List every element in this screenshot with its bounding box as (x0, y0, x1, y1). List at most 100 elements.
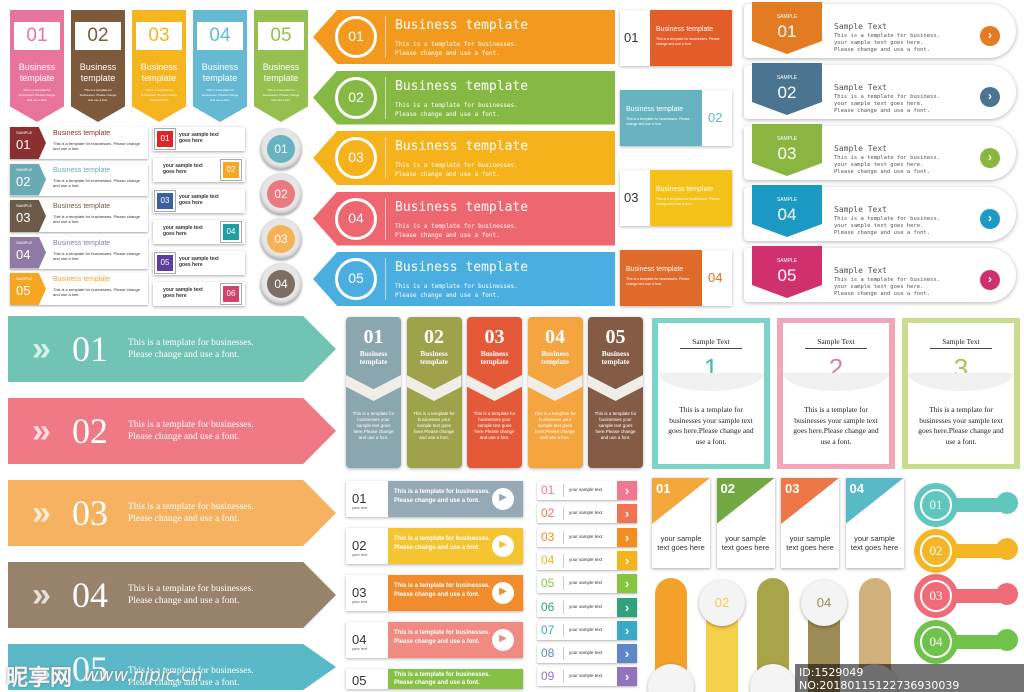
speech-box-2[interactable]: 02 Business template This is a template fo… (620, 90, 732, 146)
big-arrow-1[interactable]: » 01 This is a template for businesses. Ple… (8, 316, 336, 382)
speech-box-1[interactable]: 01 Business template This is a template fo… (620, 10, 732, 66)
num-list-arrow[interactable]: › (617, 550, 637, 570)
num-card-3[interactable]: 03 your sample text goes here (781, 478, 839, 568)
num-list-item-6[interactable]: 06 your sample text › (537, 597, 637, 617)
right-panel-3[interactable]: SAMPLE 03 Sample Text This is a template fo… (744, 124, 1016, 180)
num-list-arrow[interactable]: › (617, 481, 637, 500)
big-arrow-2[interactable]: » 02 This is a template for businesses. Ple… (8, 398, 336, 464)
top-tab-2[interactable]: 02 Business template This is a template fo… (71, 10, 125, 122)
chevron-right-icon: › (624, 483, 630, 498)
sample-card-1[interactable]: Sample Text 1 This is a template for busin… (652, 318, 770, 469)
right-panel-1[interactable]: SAMPLE 01 Sample Text This is a template fo… (744, 2, 1016, 58)
speech-box-3[interactable]: 03 Business template This is a template fo… (620, 170, 732, 226)
num-card-1[interactable]: 01 your sample text goes here (652, 478, 710, 568)
speech-box-4[interactable]: 04 Business template This is a template fo… (620, 250, 732, 306)
left-list-item-1[interactable]: SAMPLE 01 Business template This is a templ… (10, 127, 148, 159)
ribbon-banner-3[interactable]: 03 Business template This is a template fo… (313, 131, 615, 185)
big-arrow-5[interactable]: » 05 This is a template for businesses. Ple… (8, 644, 336, 690)
sample-card-3[interactable]: Sample Text 3 This is a template for busin… (902, 318, 1020, 469)
right-panel-2[interactable]: SAMPLE 02 Sample Text This is a template fo… (744, 63, 1016, 119)
left-list-number: 02 (16, 173, 31, 189)
num-list-arrow[interactable]: › (617, 504, 637, 524)
ribbon-banner-4[interactable]: 04 Business template This is a template fo… (313, 191, 615, 246)
tab-item-5[interactable]: 05 This is a template for businesses. Plea… (346, 669, 523, 689)
tab-play-button[interactable]: ▶ (492, 629, 514, 651)
num-list-item-3[interactable]: 03 your sample text › (537, 527, 637, 547)
small-tag-1[interactable]: 01 your sample text goes here (153, 127, 245, 151)
left-list-item-3[interactable]: SAMPLE 03 Business template This is a templ… (10, 200, 148, 232)
ribbon-banner-1[interactable]: 01 Business template This is a template fo… (313, 10, 615, 64)
num-list-item-7[interactable]: 07 your sample text › (537, 620, 637, 640)
right-panel-arrow-button[interactable]: › (980, 209, 1000, 229)
num-list-arrow[interactable]: › (617, 597, 637, 617)
top-tab-1[interactable]: 01 Business template This is a template fo… (10, 10, 64, 122)
bar-circle-4[interactable]: 04 (801, 580, 847, 626)
num-list-text: your sample text (569, 533, 603, 539)
tab-item-2[interactable]: 02 your text This is a template for busine… (346, 528, 523, 564)
top-tab-title: Business template (18, 62, 56, 83)
top-tab-4[interactable]: 04 Business template This is a template fo… (193, 10, 247, 122)
small-tag-3[interactable]: 03 your sample text goes here (153, 189, 245, 213)
right-panel-arrow-button[interactable]: › (980, 148, 1000, 168)
ribbon-banner-5[interactable]: 05 Business template This is a template fo… (313, 252, 615, 306)
num-list-arrow[interactable]: › (617, 644, 637, 664)
num-list-arrow[interactable]: › (617, 574, 637, 594)
num-list-item-5[interactable]: 05 your sample text › (537, 574, 637, 594)
small-tag-5[interactable]: 05 your sample text goes here (153, 251, 245, 275)
column-number: 03 (484, 326, 505, 348)
big-arrow-4[interactable]: » 04 This is a template for businesses. Ple… (8, 562, 336, 628)
right-panel-5[interactable]: SAMPLE 05 Sample Text This is a template fo… (744, 246, 1016, 302)
num-list-arrow[interactable]: › (617, 667, 637, 687)
knob-3[interactable]: 03 (914, 574, 958, 618)
tab-item-1[interactable]: 01 your text This is a template for busine… (346, 481, 523, 517)
sample-card-2[interactable]: Sample Text 2 This is a template for busin… (777, 318, 895, 469)
circle-button-2[interactable]: 02 (260, 173, 302, 215)
tab-line1: This is a template for businesses. (394, 583, 491, 589)
circle-button-1[interactable]: 01 (260, 128, 302, 170)
ribbon-divider (385, 197, 386, 240)
circle-button-4[interactable]: 04 (260, 263, 302, 305)
right-panel-4[interactable]: SAMPLE 04 Sample Text This is a template fo… (744, 185, 1016, 241)
ribbon-banner-2[interactable]: 02 Business template This is a template fo… (313, 70, 615, 125)
num-card-4[interactable]: 04 your sample text goes here (845, 478, 904, 568)
num-card-2[interactable]: 02 your sample text goes here (716, 478, 775, 568)
top-tab-5[interactable]: 05 Business template This is a template fo… (254, 10, 308, 122)
left-list-item-5[interactable]: SAMPLE 05 Business template This is a templ… (10, 273, 148, 305)
num-list-item-9[interactable]: 09 your sample text › (537, 667, 637, 687)
small-tag-4[interactable]: 04 your sample text goes here (153, 220, 245, 244)
num-list-item-1[interactable]: 01 your sample text › (537, 481, 637, 500)
tab-item-3[interactable]: 03 your text This is a template for busine… (346, 575, 523, 611)
small-tag-6[interactable]: 06 your sample text goes here (153, 282, 245, 306)
tab-play-button[interactable]: ▶ (492, 488, 514, 510)
column-1[interactable]: 01 Business template This is a template for… (346, 317, 401, 468)
left-list-item-2[interactable]: SAMPLE 02 Business template This is a templ… (10, 163, 148, 196)
tab-play-button[interactable]: ▶ (492, 582, 514, 604)
knob-4[interactable]: 04 (914, 619, 958, 664)
tab-number: 05 (352, 673, 367, 688)
circle-button-3[interactable]: 03 (260, 218, 302, 260)
num-list-item-8[interactable]: 08 your sample text › (537, 644, 637, 664)
column-4[interactable]: 04 Business template This is a template for… (527, 317, 583, 468)
num-list-arrow[interactable]: › (617, 620, 637, 640)
left-list-item-4[interactable]: SAMPLE 04 Business template This is a templ… (10, 236, 148, 269)
left-list-badge (10, 236, 46, 269)
tab-item-4[interactable]: 04 your text This is a template for busine… (346, 622, 523, 658)
column-2[interactable]: 02 Business template This is a template for… (406, 317, 462, 468)
num-list-item-4[interactable]: 04 your sample text › (537, 550, 637, 570)
right-panel-arrow-button[interactable]: › (980, 270, 1000, 290)
tab-play-button[interactable]: ▶ (492, 535, 514, 557)
right-panel-line2: your sample text goes here. (834, 284, 924, 290)
knob-2[interactable]: 02 (914, 528, 958, 573)
top-tab-3[interactable]: 03 Business template This is a template fo… (132, 10, 186, 122)
column-5[interactable]: 05 Business template This is a template for… (588, 317, 643, 468)
num-list-item-2[interactable]: 02 your sample text › (537, 504, 637, 524)
right-panel-arrow-button[interactable]: › (980, 26, 1000, 46)
num-list-arrow[interactable]: › (617, 527, 637, 547)
column-chevron-band (346, 375, 401, 401)
right-panel-arrow-button[interactable]: › (980, 87, 1000, 107)
big-arrow-3[interactable]: » 03 This is a template for businesses. Ple… (8, 480, 336, 546)
column-3[interactable]: 03 Business template This is a template for… (467, 317, 522, 468)
small-tag-2[interactable]: 02 your sample text goes here (153, 158, 245, 182)
bar-circle-2[interactable]: 02 (699, 580, 745, 626)
knob-1[interactable]: 01 (914, 483, 958, 527)
